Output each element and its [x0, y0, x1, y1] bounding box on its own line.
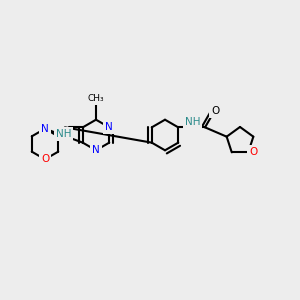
Text: NH: NH: [185, 117, 200, 127]
Text: NH: NH: [56, 129, 71, 139]
Text: O: O: [41, 154, 49, 164]
Text: N: N: [41, 124, 49, 134]
Text: N: N: [92, 145, 100, 155]
Text: O: O: [212, 106, 220, 116]
Text: O: O: [250, 147, 258, 157]
Text: N: N: [105, 122, 113, 132]
Text: CH₃: CH₃: [88, 94, 104, 103]
